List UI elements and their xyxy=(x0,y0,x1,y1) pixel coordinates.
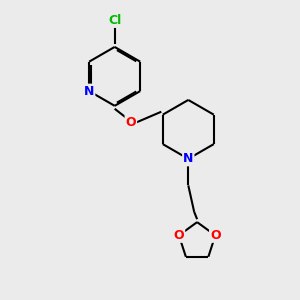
Text: O: O xyxy=(174,229,184,242)
Text: N: N xyxy=(84,85,94,98)
Text: N: N xyxy=(183,152,194,165)
Text: O: O xyxy=(210,229,220,242)
Text: O: O xyxy=(125,116,136,128)
Text: Cl: Cl xyxy=(108,14,121,27)
